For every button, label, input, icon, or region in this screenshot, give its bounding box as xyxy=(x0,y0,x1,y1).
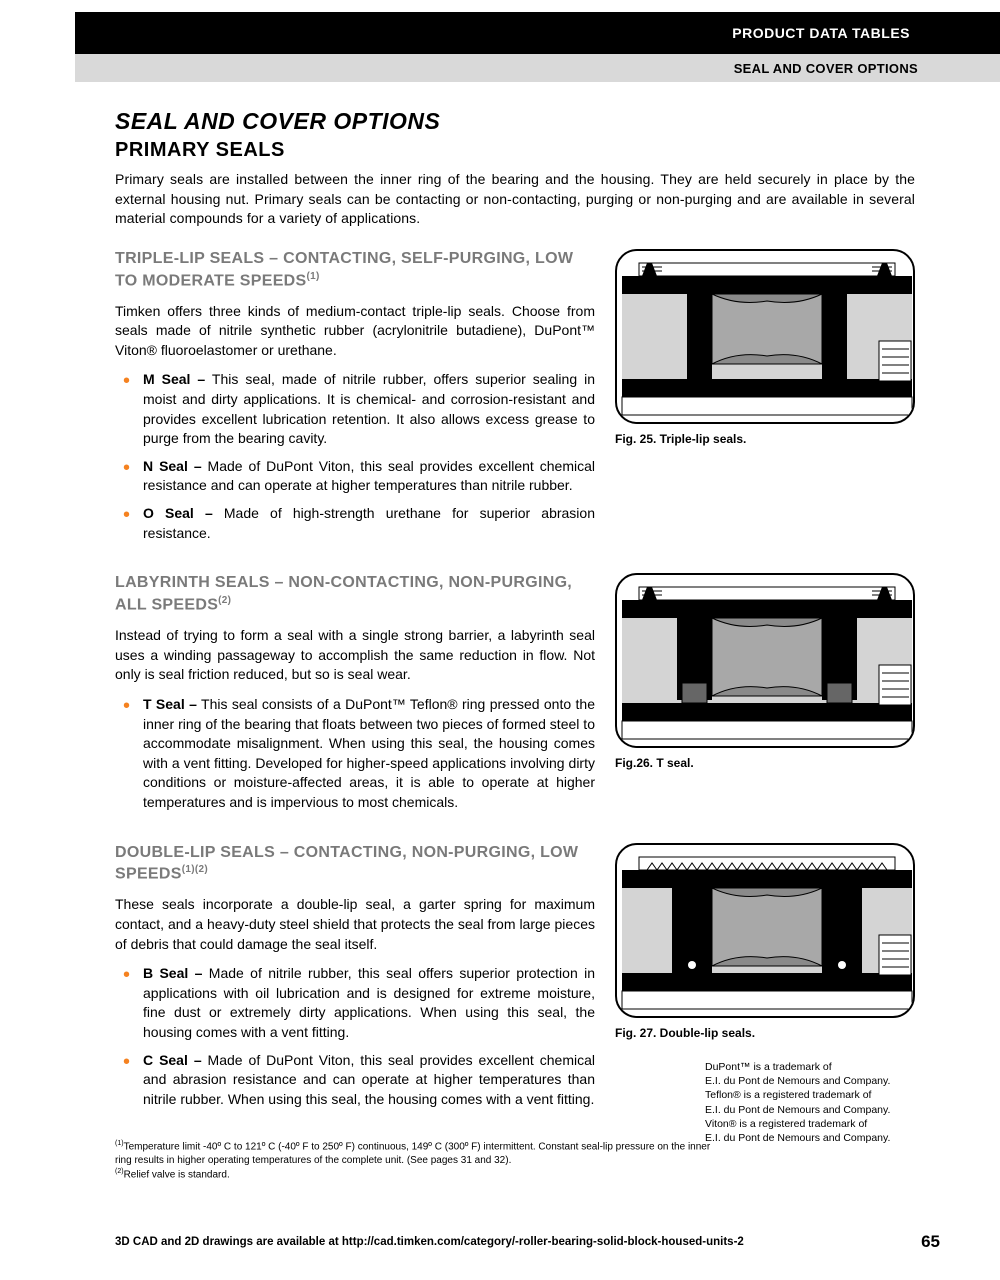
header-category: PRODUCT DATA TABLES xyxy=(732,25,910,41)
footer-text: 3D CAD and 2D drawings are available at … xyxy=(115,1236,744,1248)
title-main: SEAL AND COVER OPTIONS xyxy=(115,108,915,135)
figure-double-lip xyxy=(615,843,915,1018)
main-content: SEAL AND COVER OPTIONS PRIMARY SEALS Pri… xyxy=(115,108,915,1181)
section-triple-lip: TRIPLE-LIP SEALS – CONTACTING, SELF-PURG… xyxy=(115,249,915,551)
seal-list: B Seal – Made of nitrile rubber, this se… xyxy=(115,964,595,1109)
figure-caption: Fig. 27. Double-lip seals. xyxy=(615,1026,915,1040)
figure-caption: Fig.26. T seal. xyxy=(615,756,915,770)
footnotes: (1)Temperature limit -40º C to 121º C (-… xyxy=(115,1139,715,1181)
figure-t-seal xyxy=(615,573,915,748)
figure-triple-lip xyxy=(615,249,915,424)
header-black-band: PRODUCT DATA TABLES xyxy=(75,12,1000,54)
page-number: 65 xyxy=(921,1232,940,1252)
section-heading: LABYRINTH SEALS – NON-CONTACTING, NON-PU… xyxy=(115,573,595,616)
section-paragraph: These seals incorporate a double-lip sea… xyxy=(115,895,595,954)
section-paragraph: Instead of trying to form a seal with a … xyxy=(115,626,595,685)
header-subcategory: SEAL AND COVER OPTIONS xyxy=(734,61,918,76)
header-gray-band: SEAL AND COVER OPTIONS xyxy=(75,54,1000,82)
trademark-note: DuPont™ is a trademark of E.I. du Pont d… xyxy=(705,1060,915,1145)
section-heading: TRIPLE-LIP SEALS – CONTACTING, SELF-PURG… xyxy=(115,249,595,292)
list-item: B Seal – Made of nitrile rubber, this se… xyxy=(133,964,595,1042)
intro-paragraph: Primary seals are installed between the … xyxy=(115,170,915,229)
list-item: O Seal – Made of high-strength urethane … xyxy=(133,504,595,543)
list-item: M Seal – This seal, made of nitrile rubb… xyxy=(133,370,595,448)
section-labyrinth: LABYRINTH SEALS – NON-CONTACTING, NON-PU… xyxy=(115,573,915,820)
seal-list: M Seal – This seal, made of nitrile rubb… xyxy=(115,370,595,543)
section-paragraph: Timken offers three kinds of medium-cont… xyxy=(115,302,595,361)
figure-caption: Fig. 25. Triple-lip seals. xyxy=(615,432,915,446)
section-heading: DOUBLE-LIP SEALS – CONTACTING, NON-PURGI… xyxy=(115,843,595,886)
list-item: T Seal – This seal consists of a DuPont™… xyxy=(133,695,595,813)
list-item: N Seal – Made of DuPont Viton, this seal… xyxy=(133,457,595,496)
list-item: C Seal – Made of DuPont Viton, this seal… xyxy=(133,1051,595,1110)
title-primary: PRIMARY SEALS xyxy=(115,139,915,162)
seal-list: T Seal – This seal consists of a DuPont™… xyxy=(115,695,595,813)
footer: 3D CAD and 2D drawings are available at … xyxy=(115,1232,940,1252)
